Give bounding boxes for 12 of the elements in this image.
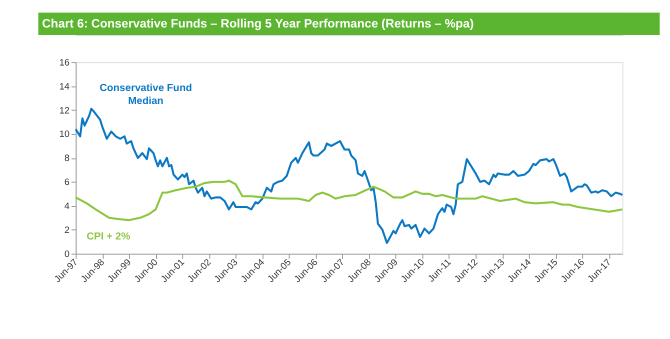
- y-tick-label: 4: [64, 201, 70, 212]
- y-tick-label: 8: [64, 153, 70, 164]
- y-tick-label: 14: [59, 81, 70, 92]
- series-label: CPI + 2%: [86, 232, 130, 243]
- y-tick-label: 10: [59, 129, 70, 140]
- y-tick-label: 0: [64, 248, 70, 259]
- y-tick-label: 16: [59, 57, 70, 68]
- y-tick-label: 2: [64, 225, 70, 236]
- y-tick-label: 6: [64, 177, 70, 188]
- series-label: Conservative Fund Median: [100, 83, 192, 108]
- y-tick-label: 12: [59, 105, 70, 116]
- chart-title: Chart 6: Conservative Funds – Rolling 5 Year Performance (Returns – %pa): [42, 16, 474, 31]
